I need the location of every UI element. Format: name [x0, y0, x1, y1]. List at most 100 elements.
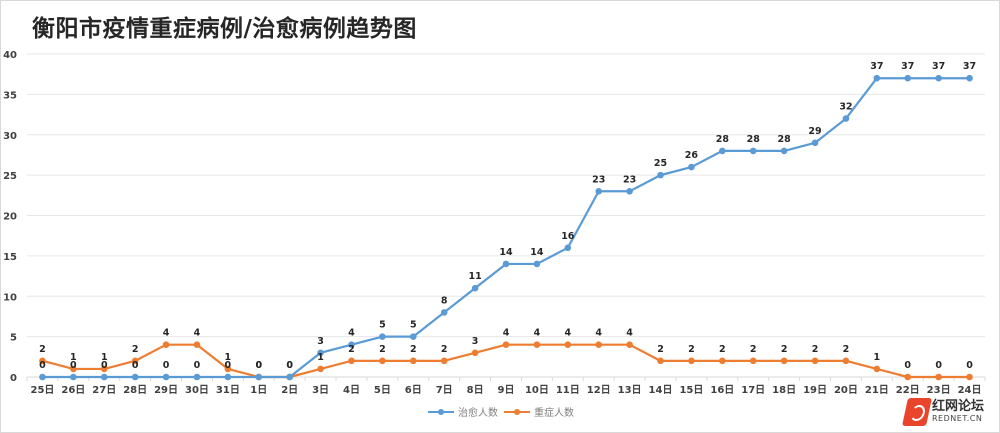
data-point-severe[interactable] [502, 341, 510, 349]
data-point-cured[interactable] [811, 139, 819, 147]
data-point-cured[interactable] [100, 373, 108, 381]
x-tick-label: 28日 [123, 384, 147, 396]
y-tick-label: 15 [3, 252, 17, 263]
data-label-severe: 2 [843, 344, 850, 355]
y-tick-label: 25 [3, 171, 17, 182]
x-tick-label: 14日 [649, 384, 673, 396]
data-point-severe[interactable] [595, 341, 603, 349]
data-point-severe[interactable] [39, 357, 46, 365]
data-label-severe: 1 [317, 352, 324, 363]
data-point-severe[interactable] [379, 357, 386, 365]
x-tick-label: 21日 [865, 384, 889, 396]
data-point-severe[interactable] [70, 365, 77, 373]
data-point-cured[interactable] [440, 309, 448, 316]
data-label-severe: 1 [874, 352, 881, 363]
data-point-severe[interactable] [471, 349, 479, 357]
data-point-severe[interactable] [688, 357, 695, 365]
data-point-cured[interactable] [348, 341, 355, 349]
x-tick-label: 23日 [927, 384, 951, 396]
data-point-severe[interactable] [842, 357, 850, 365]
data-point-cured[interactable] [749, 147, 757, 155]
gridlines [27, 53, 985, 378]
y-tick-label: 5 [10, 333, 17, 344]
data-point-cured[interactable] [688, 163, 695, 171]
data-label-cured: 16 [561, 231, 575, 242]
chart-title: 衡阳市疫情重症病例/治愈病例趋势图 [32, 15, 417, 42]
data-point-severe[interactable] [811, 357, 819, 365]
data-point-cured[interactable] [471, 284, 479, 292]
data-point-severe[interactable] [131, 357, 139, 365]
legend-item-cured[interactable]: 治愈人数 [428, 404, 498, 419]
data-point-cured[interactable] [131, 373, 139, 381]
x-tick-label: 22日 [896, 384, 920, 396]
data-label-severe: 0 [966, 360, 973, 371]
data-label-cured: 0 [39, 360, 46, 371]
data-point-cured[interactable] [39, 373, 46, 381]
data-point-severe[interactable] [100, 365, 108, 373]
data-point-cured[interactable] [719, 147, 726, 155]
data-point-severe[interactable] [162, 341, 170, 349]
data-point-cured[interactable] [162, 373, 170, 381]
data-point-severe[interactable] [317, 365, 324, 373]
data-point-cured[interactable] [595, 187, 603, 195]
data-point-cured[interactable] [317, 349, 324, 357]
data-point-cured[interactable] [70, 373, 77, 381]
x-tick-label: 10日 [525, 384, 549, 396]
data-point-severe[interactable] [564, 341, 572, 349]
data-label-severe: 0 [904, 360, 911, 371]
data-point-severe[interactable] [626, 341, 633, 349]
data-label-cured: 14 [499, 247, 513, 258]
data-point-cured[interactable] [935, 74, 942, 82]
x-tick-label: 2日 [281, 384, 298, 396]
data-point-severe[interactable] [193, 341, 201, 349]
data-point-severe[interactable] [224, 365, 232, 373]
legend-item-severe[interactable]: 重症人数 [504, 404, 574, 419]
data-point-severe[interactable] [780, 357, 788, 365]
data-point-severe[interactable] [935, 373, 942, 381]
x-tick-label: 9日 [498, 384, 515, 396]
data-point-cured[interactable] [379, 333, 386, 340]
data-point-cured[interactable] [626, 187, 633, 195]
data-point-cured[interactable] [873, 74, 881, 82]
data-label-severe: 0 [286, 360, 293, 371]
data-point-severe[interactable] [749, 357, 757, 365]
data-point-cured[interactable] [780, 147, 788, 155]
data-point-cured[interactable] [564, 244, 572, 252]
data-point-severe[interactable] [904, 373, 912, 381]
data-point-severe[interactable] [409, 357, 417, 365]
y-tick-label: 35 [3, 90, 17, 101]
data-label-severe: 4 [595, 328, 602, 339]
data-label-severe: 1 [70, 352, 77, 363]
data-label-severe: 2 [348, 344, 355, 355]
data-label-cured: 29 [808, 126, 821, 137]
data-point-severe[interactable] [533, 341, 541, 349]
data-point-cured[interactable] [842, 115, 850, 122]
y-tick-label: 30 [3, 131, 17, 142]
legend-label-cured: 治愈人数 [458, 408, 498, 419]
rednet-watermark: 红网论坛 REDNET.CN [902, 398, 984, 426]
data-point-severe[interactable] [966, 373, 973, 381]
data-point-severe[interactable] [657, 357, 664, 365]
data-point-severe[interactable] [348, 357, 355, 365]
data-point-severe[interactable] [873, 365, 881, 373]
data-point-cured[interactable] [657, 171, 664, 179]
data-label-severe: 4 [626, 328, 633, 339]
data-point-cured[interactable] [502, 260, 510, 268]
data-point-cured[interactable] [904, 74, 912, 82]
data-label-severe: 4 [503, 328, 510, 339]
data-point-cured[interactable] [286, 373, 293, 381]
data-point-cured[interactable] [224, 373, 232, 381]
x-tick-label: 24日 [958, 384, 982, 396]
data-point-cured[interactable] [533, 260, 541, 268]
x-tick-label: 13日 [618, 384, 642, 396]
data-point-cured[interactable] [409, 333, 417, 340]
data-point-cured[interactable] [193, 373, 201, 381]
data-point-severe[interactable] [719, 357, 726, 365]
data-label-cured: 23 [592, 174, 605, 185]
data-label-severe: 2 [410, 344, 417, 355]
data-point-severe[interactable] [440, 357, 448, 365]
data-point-cured[interactable] [966, 74, 973, 82]
data-point-cured[interactable] [255, 373, 263, 381]
